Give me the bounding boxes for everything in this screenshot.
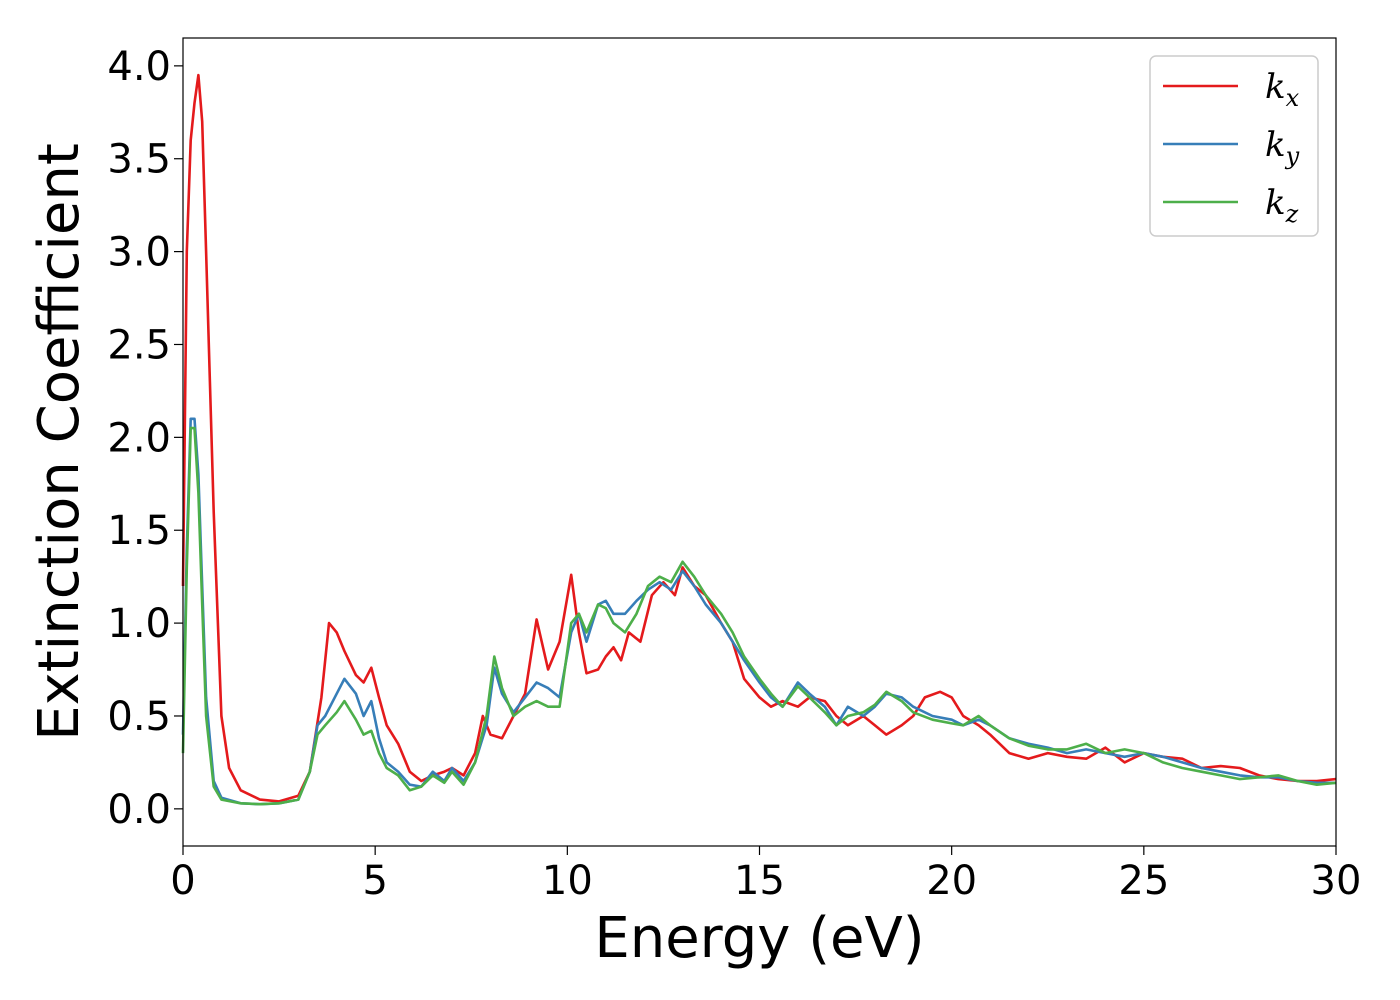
series-line-z (181, 426, 1337, 806)
y-tick-label: 1.5 (107, 508, 171, 554)
legend-label-y: ky (1265, 125, 1300, 170)
y-tick-label: 3.5 (107, 137, 171, 183)
series-line-x (181, 73, 1337, 803)
x-tick-label: 0 (170, 858, 195, 904)
x-axis-title: Energy (eV) (594, 906, 924, 971)
legend-items: kx ky kz (1163, 67, 1300, 228)
y-tick-label: 2.0 (107, 415, 171, 461)
y-tick-label: 2.5 (107, 322, 171, 368)
y-axis-title: Extinction Coefficient (27, 143, 92, 741)
x-tick-label: 10 (542, 858, 593, 904)
x-tick-label: 30 (1311, 858, 1362, 904)
legend-label-x: kx (1265, 67, 1300, 112)
x-axis-ticks: 0 5 10 15 20 25 30 (170, 846, 1361, 904)
x-tick-label: 15 (734, 858, 785, 904)
legend-box (1149, 55, 1319, 237)
y-tick-label: 0.0 (107, 787, 171, 833)
y-axis-ticks: 0.0 0.5 1.0 1.5 2.0 2.5 3.0 3.5 4.0 (107, 44, 183, 833)
y-tick-label: 3.0 (107, 230, 171, 276)
y-tick-label: 4.0 (107, 44, 171, 90)
legend-label-z: kz (1265, 183, 1299, 228)
x-tick-label: 5 (362, 858, 387, 904)
series-layer (181, 73, 1337, 806)
x-tick-label: 25 (1118, 858, 1169, 904)
series-line-y (181, 417, 1336, 806)
x-tick-label: 20 (926, 858, 977, 904)
y-tick-label: 1.0 (107, 601, 171, 647)
y-tick-label: 0.5 (107, 694, 171, 740)
legend: kx ky kz (1149, 55, 1319, 237)
